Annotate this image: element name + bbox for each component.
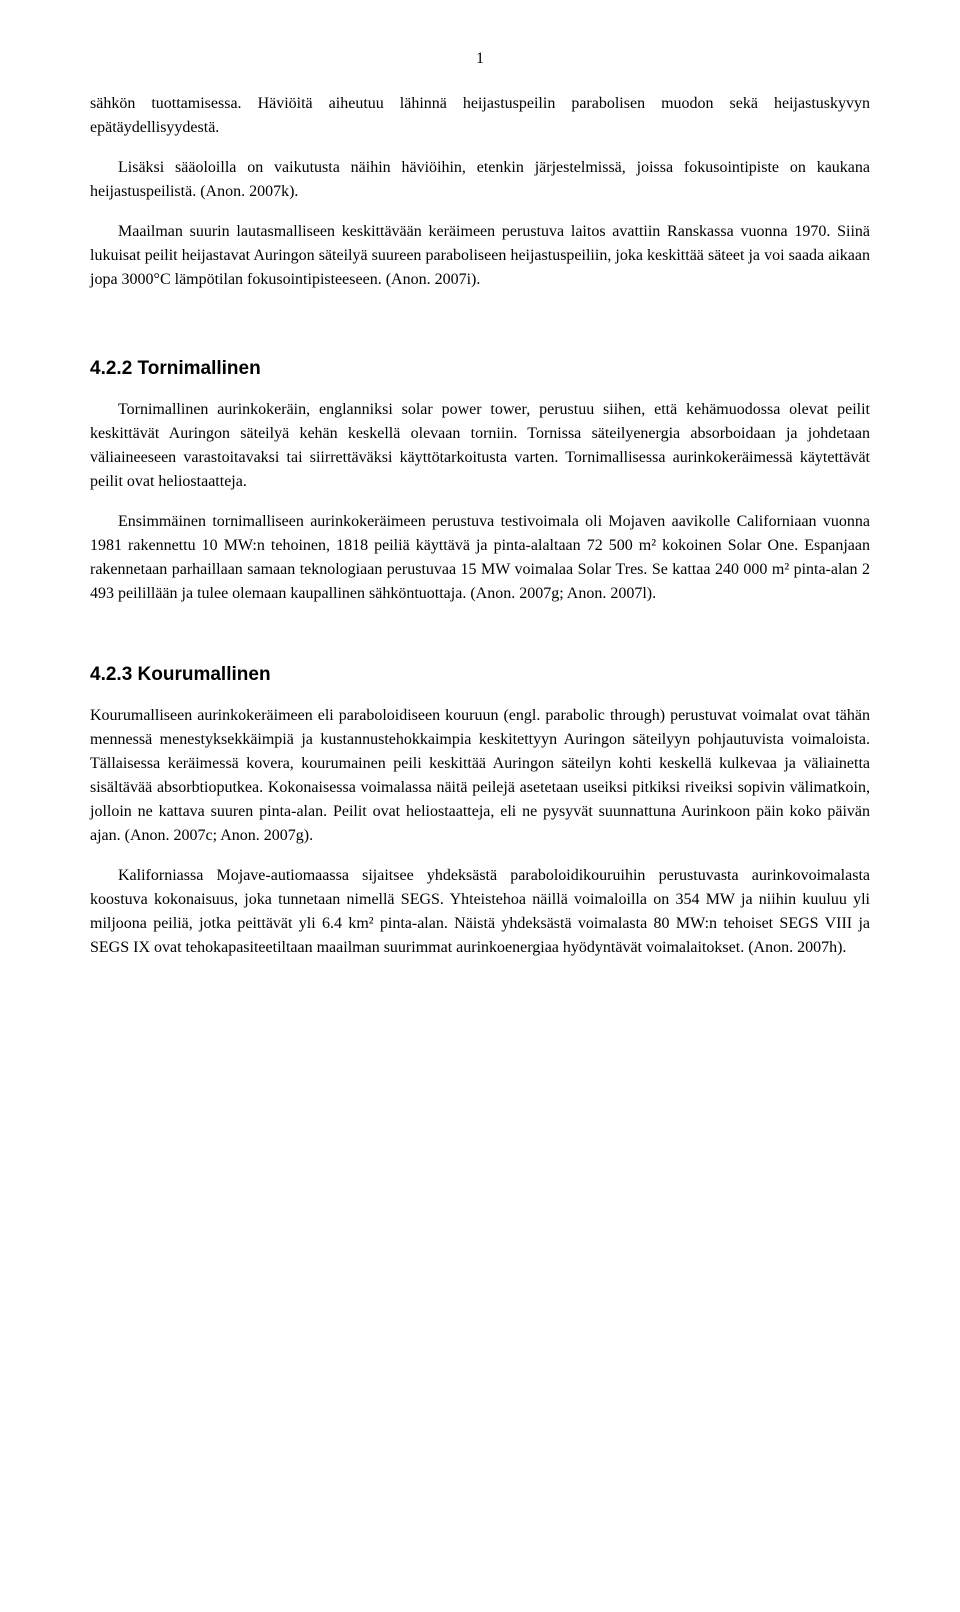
paragraph: Kourumalliseen aurinkokeräimeen eli para… [90, 704, 870, 848]
section-heading-422: 4.2.2 Tornimallinen [90, 358, 870, 380]
paragraph: Maailman suurin lautasmalliseen keskittä… [90, 220, 870, 292]
section-heading-423: 4.2.3 Kourumallinen [90, 664, 870, 686]
page-number: 1 [90, 50, 870, 68]
document-page: 1 sähkön tuottamisessa. Häviöitä aiheutu… [0, 0, 960, 1036]
paragraph: Tornimallinen aurinkokeräin, englanniksi… [90, 398, 870, 494]
paragraph: sähkön tuottamisessa. Häviöitä aiheutuu … [90, 92, 870, 140]
paragraph: Kaliforniassa Mojave-autiomaassa sijaits… [90, 864, 870, 960]
paragraph: Lisäksi sääoloilla on vaikutusta näihin … [90, 156, 870, 204]
paragraph: Ensimmäinen tornimalliseen aurinkokeräim… [90, 510, 870, 606]
